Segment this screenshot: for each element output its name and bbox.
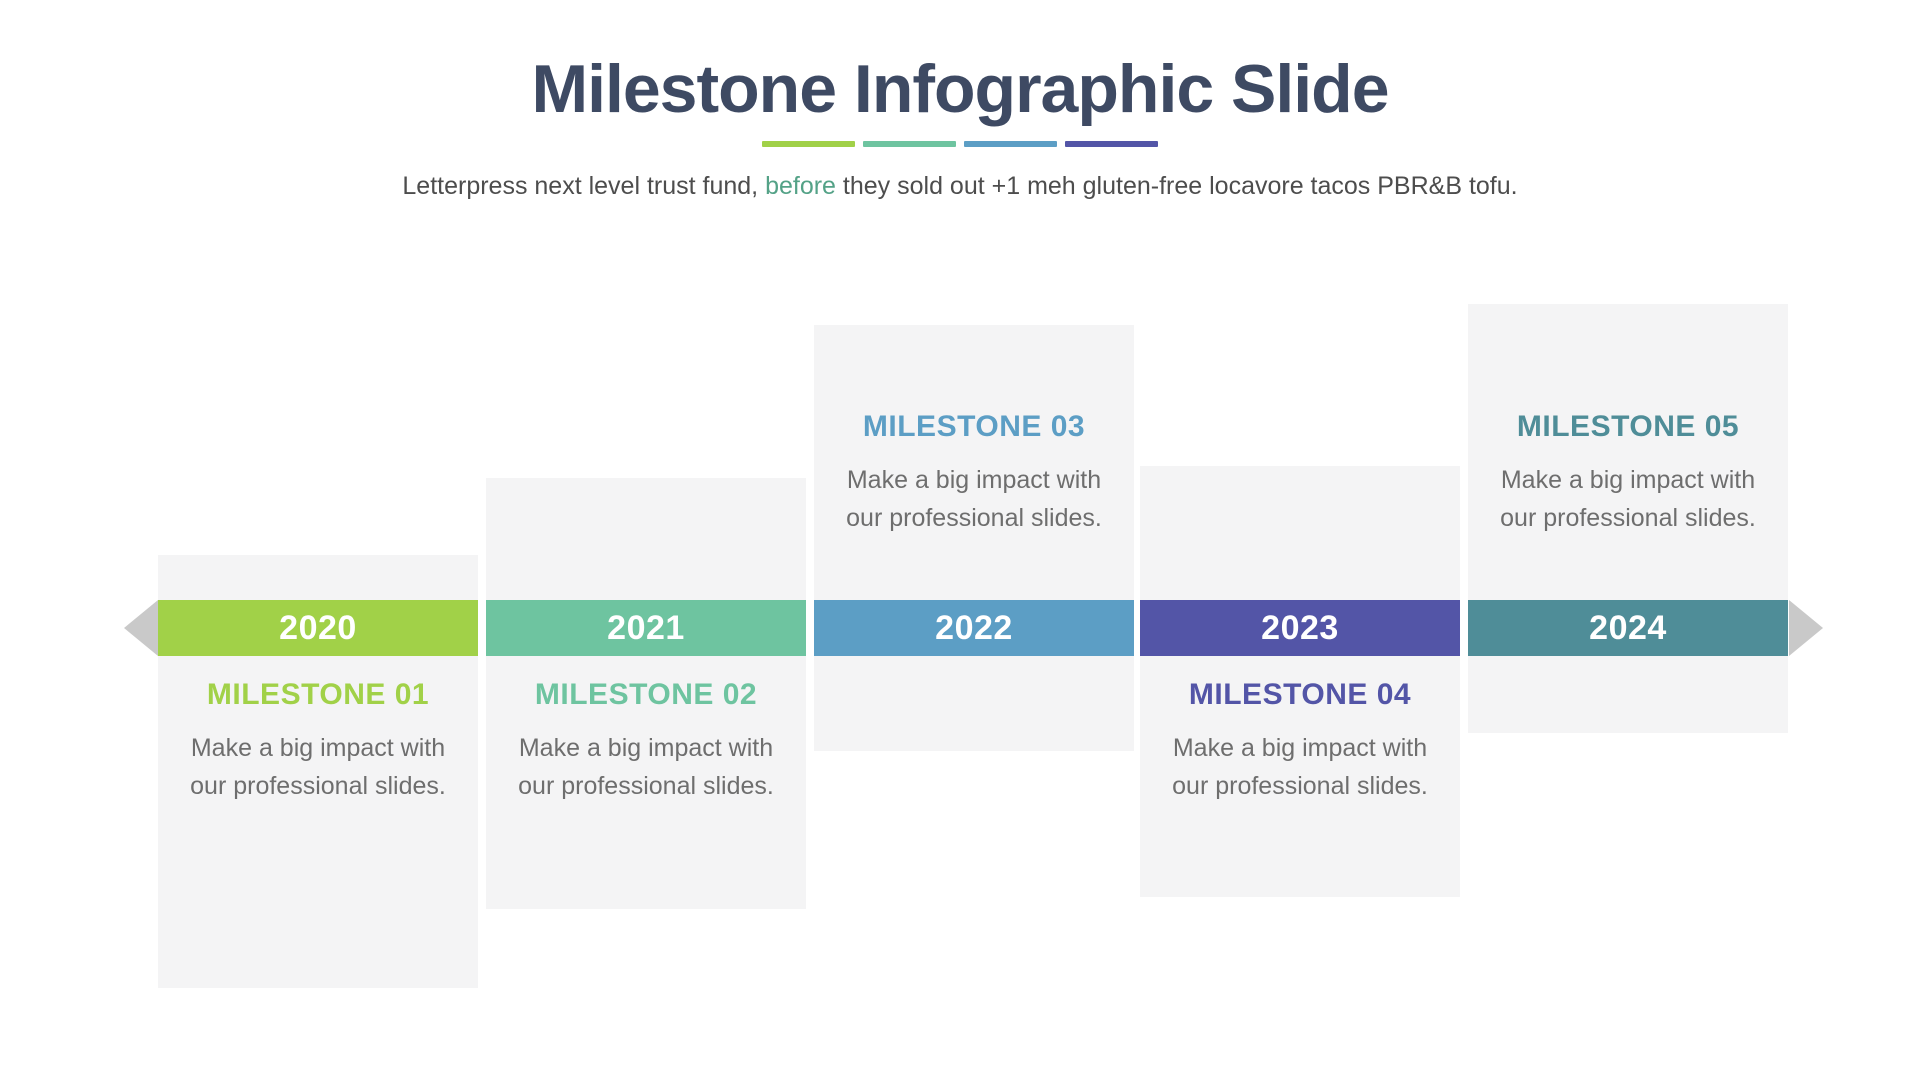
milestone-panel — [486, 478, 806, 909]
milestone-panel — [1140, 466, 1460, 897]
milestone-description: Make a big impact with our professional … — [190, 734, 446, 800]
milestone-description: Make a big impact with our professional … — [1500, 466, 1756, 532]
year-bar-2022: 2022 — [814, 600, 1134, 656]
milestone-panel — [814, 325, 1134, 751]
milestone-title: MILESTONE 01 — [206, 678, 430, 711]
divider-segment-blue — [964, 140, 1057, 147]
year-bar-2020: 2020 — [158, 600, 478, 656]
milestone-content: MILESTONE 04 Make a big impact with our … — [1140, 678, 1460, 805]
milestone-title: MILESTONE 03 — [862, 410, 1086, 443]
divider-segment-purple — [1065, 140, 1158, 147]
year-label: 2021 — [607, 608, 685, 647]
milestone-panel — [1468, 304, 1788, 733]
milestone-05: 2024 MILESTONE 05 Make a big impact with… — [1468, 0, 1788, 1080]
subtitle-text-pre: Letterpress next level trust fund, — [402, 171, 766, 200]
year-bar-2024: 2024 — [1468, 600, 1788, 656]
milestone-02: 2021 MILESTONE 02 Make a big impact with… — [486, 0, 806, 1080]
milestone-content: MILESTONE 03 Make a big impact with our … — [814, 410, 1134, 537]
milestone-description: Make a big impact with our professional … — [1172, 734, 1428, 800]
year-bar-2021: 2021 — [486, 600, 806, 656]
milestone-title: MILESTONE 04 — [1188, 678, 1412, 711]
year-bar-2023: 2023 — [1140, 600, 1460, 656]
prev-arrow-icon[interactable] — [124, 600, 158, 656]
slide-title: Milestone Infographic Slide — [531, 51, 1389, 127]
year-label: 2024 — [1589, 608, 1667, 647]
subtitle-highlight: before — [765, 171, 836, 200]
milestone-01: 2020 MILESTONE 01 Make a big impact with… — [158, 0, 478, 1080]
divider-segment-teal — [863, 140, 956, 147]
milestone-title: MILESTONE 05 — [1516, 410, 1740, 443]
divider-segment-green — [762, 140, 855, 147]
next-arrow-icon[interactable] — [1789, 600, 1823, 656]
milestone-content: MILESTONE 01 Make a big impact with our … — [158, 678, 478, 805]
milestone-content: MILESTONE 05 Make a big impact with our … — [1468, 410, 1788, 537]
year-label: 2023 — [1261, 608, 1339, 647]
year-label: 2022 — [935, 608, 1013, 647]
milestone-content: MILESTONE 02 Make a big impact with our … — [486, 678, 806, 805]
milestone-title: MILESTONE 02 — [534, 678, 758, 711]
subtitle-text-post: they sold out +1 meh gluten-free locavor… — [835, 171, 1518, 200]
milestone-04: 2023 MILESTONE 04 Make a big impact with… — [1140, 0, 1460, 1080]
year-label: 2020 — [279, 608, 357, 647]
title-divider — [0, 140, 1920, 147]
milestone-03: 2022 MILESTONE 03 Make a big impact with… — [814, 0, 1134, 1080]
milestone-description: Make a big impact with our professional … — [518, 734, 774, 800]
slide-header: Milestone Infographic Slide Letterpress … — [0, 0, 1920, 204]
milestone-description: Make a big impact with our professional … — [846, 466, 1102, 532]
slide-subtitle: Letterpress next level trust fund, befor… — [0, 169, 1920, 204]
